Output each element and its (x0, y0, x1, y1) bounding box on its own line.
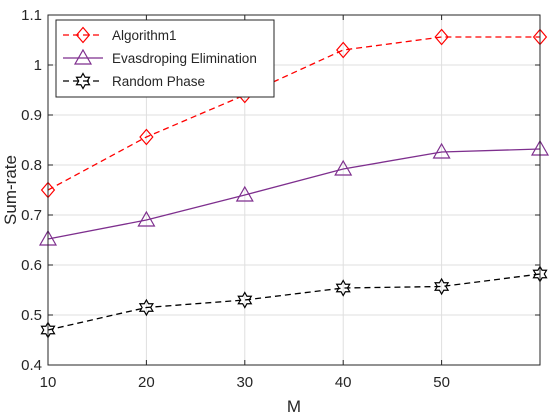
legend-marker (75, 26, 91, 44)
series-line (47, 36, 540, 191)
data-point-marker (139, 128, 154, 146)
data-point-marker (138, 298, 154, 317)
data-point-marker (434, 28, 449, 46)
legend-label: Evasdroping Elimination (112, 51, 257, 66)
x-tick-label: 10 (40, 374, 57, 391)
plot-area-frame (47, 14, 541, 366)
x-tick-label: 20 (138, 374, 155, 391)
series-3 (40, 265, 548, 339)
data-point-marker (334, 159, 353, 176)
y-axis-label: Sum-rate (1, 155, 20, 225)
legend-entry: Evasdroping Elimination (63, 48, 257, 66)
legend-marker (75, 72, 91, 90)
data-point-marker (432, 142, 451, 159)
y-tick-label: 0.9 (21, 107, 42, 124)
data-point-marker (336, 41, 351, 59)
data-point-marker (335, 279, 351, 297)
x-tick-label: 50 (433, 374, 450, 391)
y-tick-label: 1 (34, 57, 42, 74)
x-tick-label: 30 (236, 374, 253, 391)
series-line (47, 148, 541, 240)
legend-marker (73, 48, 93, 65)
legend-entry: Algorithm1 (63, 26, 177, 44)
y-tick-label: 0.6 (21, 257, 42, 274)
x-tick-label: 40 (335, 374, 352, 391)
series-line (47, 273, 541, 331)
y-tick-label: 0.4 (21, 357, 42, 374)
y-tick-label: 0.7 (21, 207, 42, 224)
x-axis-label: M (287, 397, 301, 416)
legend-entry: Random Phase (63, 72, 205, 90)
y-tick-label: 0.5 (21, 307, 42, 324)
data-point-marker (434, 277, 450, 296)
y-tick-label: 0.8 (21, 157, 42, 174)
legend-label: Algorithm1 (112, 28, 177, 43)
data-point-marker (137, 210, 156, 227)
data-point-marker (237, 291, 253, 309)
y-tick-label: 1.1 (21, 7, 42, 24)
axes: 10 20 30 40 50 0.4 0.5 0.6 0.7 0.8 0.9 1 1.1 (21, 7, 540, 391)
legend-label: Random Phase (112, 74, 205, 89)
data-point-marker (235, 185, 254, 202)
legend: Algorithm1 Evasdroping Elimination Random … (55, 19, 275, 98)
